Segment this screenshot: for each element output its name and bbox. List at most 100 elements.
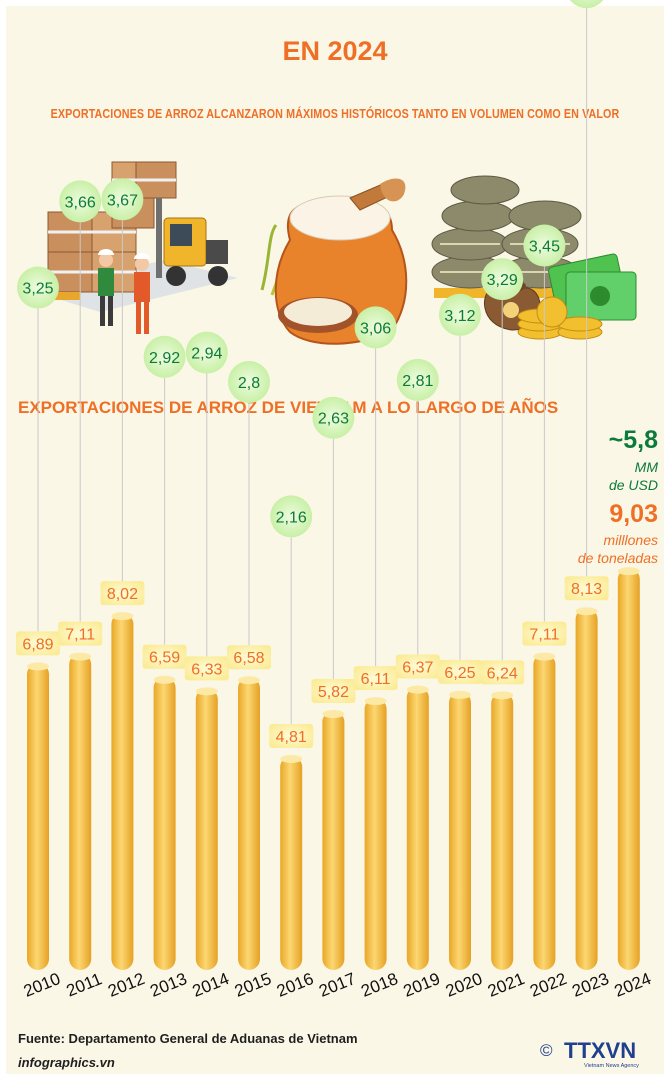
volume-box-2016 [269,723,314,748]
bar-2021 [491,692,514,970]
value-label-2019: 2,81 [402,373,433,390]
year-label-2022: 2022 [527,969,569,1001]
bar-2023 [575,608,598,970]
volume-box-2020 [438,659,482,684]
callout-2024: ~5,8 MM de USD 9,03 milllones de tonelad… [578,426,659,566]
year-label-2021: 2021 [485,969,527,1001]
volume-box-2012 [100,581,145,606]
logo-subtitle: Vietnam News Agency [584,1063,639,1069]
bar-2019 [406,686,429,970]
callout-value-unit-1: MM [635,459,659,475]
year-label-2016: 2016 [274,969,316,1001]
year-label-2018: 2018 [358,969,400,1001]
bar-top-2023 [575,607,598,616]
bar-2011 [69,653,92,970]
value-label-2020: 3,12 [444,308,475,325]
value-bubble-2023 [569,0,604,9]
year-label-2017: 2017 [316,969,358,1001]
value-label-2010: 3,25 [22,281,53,298]
year-label-2023: 2023 [569,969,611,1001]
bar-2018 [364,698,387,970]
value-bubble-2022 [523,224,566,267]
value-label-2022: 3,45 [529,239,560,256]
year-label-2014: 2014 [190,969,232,1001]
volume-box-2010 [16,631,60,656]
main-title: EN 2024 [282,36,388,66]
year-label-2015: 2015 [232,969,274,1001]
value-label-2015: 2,8 [238,375,260,392]
volume-box-2018 [353,666,398,691]
value-bubble-2020 [439,293,481,336]
value-bubble-2016 [270,495,313,538]
year-label-2024: 2024 [612,969,654,1001]
volume-label-2019: 6,37 [402,660,433,677]
bar-2024 [617,568,640,970]
subtitle: EXPORTACIONES DE ARROZ ALCANZARON MÁXIMO… [50,107,620,121]
volume-box-2015 [227,645,271,670]
value-bubble-2013 [143,335,186,378]
value-label-2014: 2,94 [191,346,222,363]
bar-2013 [153,676,176,970]
callout-volume-unit-2: de toneladas [578,550,658,566]
year-label-2011: 2011 [64,969,105,1000]
bar-top-2014 [195,687,218,696]
value-bubble-2010 [17,266,59,309]
bar-top-2017 [322,710,345,719]
value-bubble-2014 [185,331,228,374]
volume-label-2021: 6,24 [487,665,518,682]
bar-top-2022 [533,652,556,661]
volume-label-2013: 6,59 [149,650,180,667]
bar-2022 [533,653,556,970]
volume-label-2018: 6,11 [361,671,391,688]
volume-box-2014 [184,656,229,681]
value-bubble-2017 [312,396,355,439]
bar-2010 [27,663,49,970]
volume-box-2022 [522,621,567,646]
bar-top-2010 [27,662,49,671]
value-bubble-2011 [59,180,102,223]
logo-text: TTXVN [564,1038,636,1063]
volume-label-2011: 7,11 [65,627,95,644]
value-bubble-2015 [228,361,270,403]
callout-volume-unit-1: milllones [604,532,658,548]
year-label-2012: 2012 [105,969,147,1001]
site-link[interactable]: infographics.vn [18,1055,115,1070]
value-label-2011: 3,66 [65,194,96,211]
bar-top-2019 [406,685,429,694]
volume-label-2012: 8,02 [107,586,138,603]
volume-label-2014: 6,33 [191,661,222,678]
bar-top-2021 [491,691,514,700]
chart-title: EXPORTACIONES DE ARROZ DE VIETNAM A LO L… [18,398,559,417]
callout-value: ~5,8 [609,426,658,454]
value-label-2016: 2,16 [276,509,307,526]
callout-volume: 9,03 [609,500,658,528]
volume-box-2023 [564,576,609,601]
value-label-2013: 2,92 [149,350,180,367]
bar-top-2013 [153,675,176,684]
year-label-2019: 2019 [401,969,443,1001]
ttxvn-logo: © TTXVN Vietnam News Agency [540,1038,639,1069]
year-label-2020: 2020 [443,969,485,1001]
bar-top-2012 [111,612,134,621]
bar-top-2020 [449,690,471,699]
bar-top-2024 [617,567,640,576]
volume-box-2011 [58,621,103,646]
bar-top-2016 [280,754,303,763]
year-label-2013: 2013 [147,969,189,1001]
volume-label-2016: 4,81 [276,729,307,746]
volume-label-2020: 6,25 [444,665,475,682]
bar-2016 [280,755,303,970]
volume-box-2019 [395,654,440,679]
bar-2012 [111,613,134,970]
volume-box-2013 [142,644,187,669]
volume-label-2023: 8,13 [571,581,602,598]
value-bubble-2019 [396,358,439,401]
copyright-symbol: © [540,1041,553,1060]
bar-top-2018 [364,697,387,706]
value-bubble-2012 [101,178,144,221]
volume-label-2022: 7,11 [529,627,559,644]
volume-box-2021 [480,660,525,685]
volume-box-2017 [311,679,356,704]
volume-label-2010: 6,89 [22,636,53,653]
